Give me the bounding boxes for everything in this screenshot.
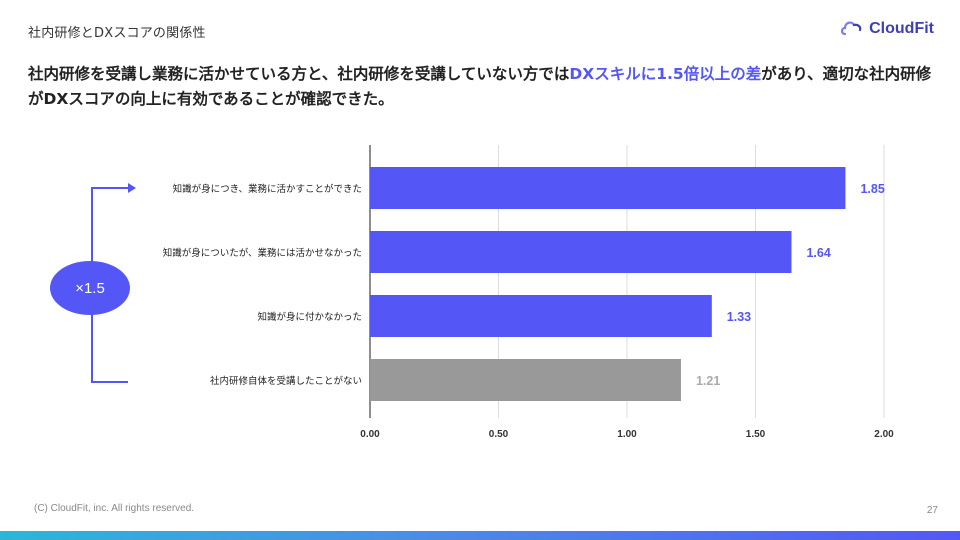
data-label: 1.21 [696, 374, 720, 388]
comparison-bracket: ×1.5 [50, 183, 136, 383]
multiplier-label: ×1.5 [75, 280, 105, 297]
slide-title: 社内研修とDXスコアの関係性 [28, 26, 206, 41]
headline: 社内研修を受講し業務に活かせている方と、社内研修を受講していない方ではDXスキル… [28, 62, 933, 112]
bars [370, 167, 846, 401]
data-label: 1.33 [727, 310, 751, 324]
copyright: (C) CloudFit, inc. All rights reserved. [34, 503, 195, 514]
data-label: 1.64 [806, 246, 830, 260]
category-label: 社内研修自体を受講したことがない [210, 375, 362, 387]
multiplier-badge [50, 261, 130, 315]
logo-text: CloudFit [869, 20, 934, 37]
cloudfit-logo: CloudFit [839, 16, 934, 42]
headline-highlight: DXスキルに1.5倍以上の差 [569, 65, 762, 83]
bottom-gradient-bar [0, 531, 960, 540]
bracket-arrowhead [128, 183, 136, 193]
x-tick-label: 1.50 [746, 429, 766, 440]
category-label: 知識が身に付かなかった [257, 311, 362, 323]
x-tick-label: 0.50 [489, 429, 509, 440]
category-label: 知識が身についたが、業務には活かせなかった [163, 247, 362, 259]
headline-text-1: 社内研修を受講し業務に活かせている方と、社内研修を受講していない方では [28, 65, 570, 83]
bar [370, 359, 681, 401]
bar [370, 295, 712, 337]
labels: 0.00 0.50 1.00 1.50 2.00 知識が身につき、業務に活かすことができた… [163, 182, 894, 440]
headline-text-2: があり、適切な社内研修がDXスコアの向上に有効であることが確認できた。 [28, 65, 932, 108]
page-number: 27 [926, 505, 938, 516]
data-label: 1.85 [860, 182, 884, 196]
x-tick-label: 2.00 [874, 429, 894, 440]
bar [370, 231, 792, 273]
bar [370, 167, 846, 209]
x-tick-label: 1.00 [617, 429, 637, 440]
x-tick-label: 0.00 [360, 429, 380, 440]
cloud-logo-icon [841, 21, 862, 36]
category-label: 知識が身につき、業務に活かすことができた [173, 183, 362, 195]
